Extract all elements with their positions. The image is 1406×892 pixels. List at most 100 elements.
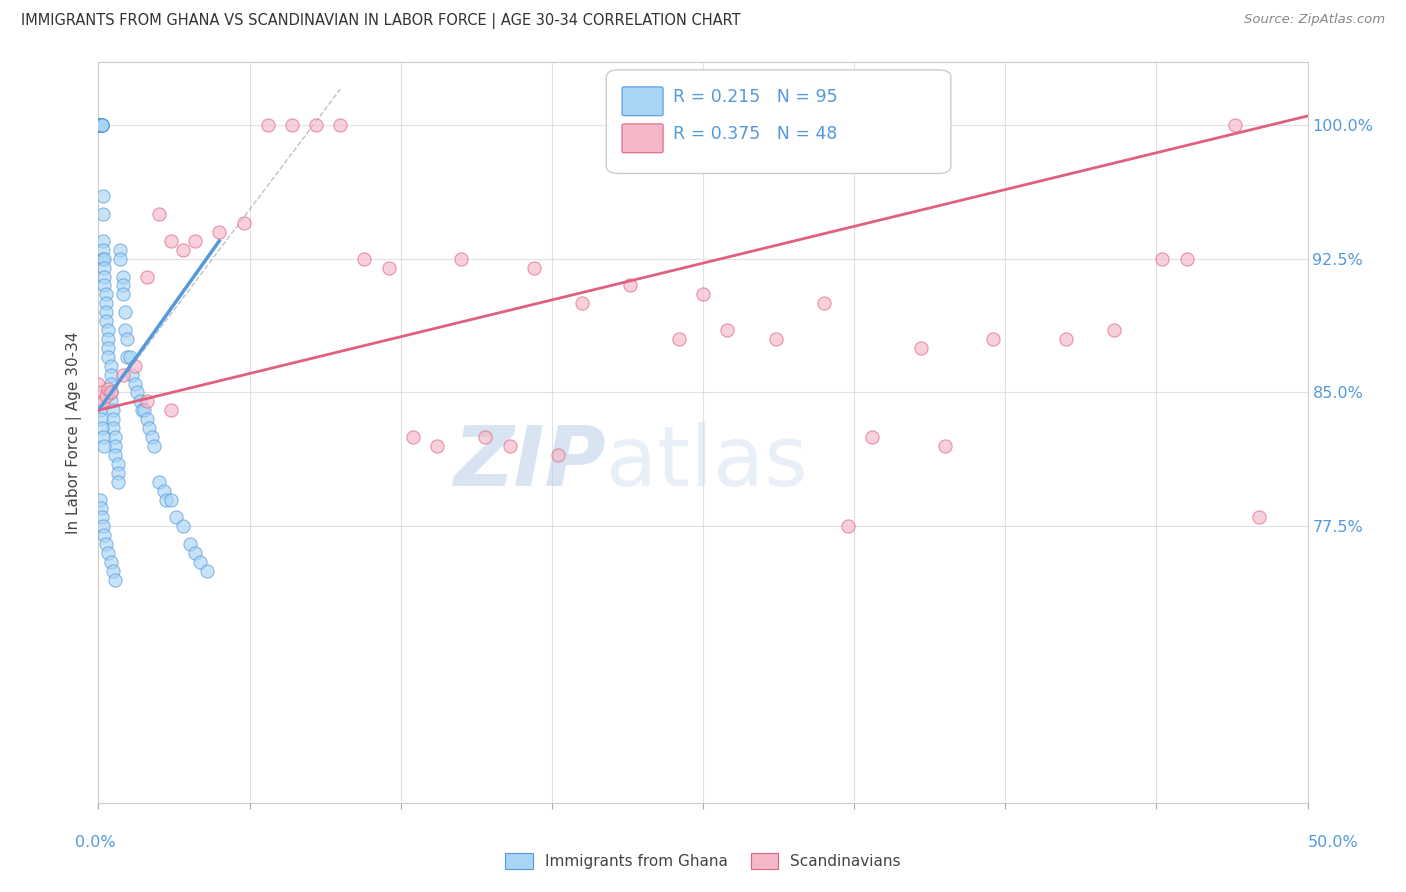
Point <box>89 492 111 507</box>
Point <box>860 430 883 444</box>
Point <box>90 118 112 132</box>
Point <box>89 118 111 132</box>
Point <box>108 243 131 257</box>
Y-axis label: In Labor Force | Age 30-34: In Labor Force | Age 30-34 <box>66 331 83 534</box>
Point <box>97 341 120 355</box>
Point <box>148 475 170 489</box>
Point <box>89 118 111 132</box>
Point <box>1249 510 1271 524</box>
Point <box>91 243 114 257</box>
Point <box>124 376 146 391</box>
Point <box>104 439 127 453</box>
Point <box>256 118 278 132</box>
Point <box>1223 118 1246 132</box>
Point <box>934 439 956 453</box>
Point <box>104 430 127 444</box>
Text: IMMIGRANTS FROM GHANA VS SCANDINAVIAN IN LABOR FORCE | AGE 30-34 CORRELATION CHA: IMMIGRANTS FROM GHANA VS SCANDINAVIAN IN… <box>21 13 741 29</box>
Point <box>1054 332 1077 346</box>
Point <box>91 234 114 248</box>
Point <box>111 368 134 382</box>
Point <box>111 269 134 284</box>
Point <box>134 403 156 417</box>
Point <box>765 332 787 346</box>
Text: R = 0.375   N = 48: R = 0.375 N = 48 <box>672 125 837 144</box>
Point <box>101 403 124 417</box>
Point <box>232 216 254 230</box>
Point <box>692 287 714 301</box>
Point <box>87 118 110 132</box>
Point <box>93 278 115 293</box>
Point <box>184 546 207 560</box>
Point <box>114 305 136 319</box>
Point <box>93 252 115 266</box>
Point <box>143 439 166 453</box>
Point <box>141 430 163 444</box>
Point <box>117 350 139 364</box>
Point <box>94 314 117 328</box>
Point <box>91 118 114 132</box>
Point <box>377 260 399 275</box>
Point <box>172 519 194 533</box>
Point <box>97 350 120 364</box>
Point <box>89 118 111 132</box>
Point <box>87 118 110 132</box>
Point <box>127 385 149 400</box>
Point <box>94 287 117 301</box>
Point <box>87 118 110 132</box>
Point <box>107 457 129 471</box>
Point <box>100 359 122 373</box>
Point <box>89 118 111 132</box>
Point <box>94 296 117 310</box>
Point <box>100 555 122 569</box>
Point <box>91 118 114 132</box>
Point <box>716 323 738 337</box>
Point <box>100 394 122 409</box>
Point <box>135 412 157 426</box>
Point <box>90 118 112 132</box>
Point <box>353 252 375 266</box>
Point <box>172 243 194 257</box>
Point <box>104 573 127 587</box>
Point <box>91 189 114 203</box>
Point <box>87 118 110 132</box>
Point <box>100 368 122 382</box>
Point <box>91 394 114 409</box>
Point <box>160 234 183 248</box>
Point <box>91 118 114 132</box>
Point <box>107 475 129 489</box>
Point <box>1175 252 1198 266</box>
Point <box>208 225 231 239</box>
Point <box>184 234 207 248</box>
Point <box>93 269 115 284</box>
Point <box>1102 323 1125 337</box>
Point <box>93 260 115 275</box>
Point <box>837 519 859 533</box>
FancyBboxPatch shape <box>621 124 664 153</box>
Text: 0.0%: 0.0% <box>76 836 115 850</box>
Point <box>91 519 114 533</box>
FancyBboxPatch shape <box>621 87 664 116</box>
Point <box>160 492 183 507</box>
Point <box>87 118 110 132</box>
Point <box>90 501 112 516</box>
Point <box>91 207 114 221</box>
Point <box>91 510 114 524</box>
Point <box>450 252 472 266</box>
Point <box>619 278 641 293</box>
Point <box>87 118 110 132</box>
Point <box>910 341 932 355</box>
Point <box>91 118 114 132</box>
Point <box>90 118 112 132</box>
Point <box>179 537 201 551</box>
Point <box>131 403 153 417</box>
Point <box>1152 252 1174 266</box>
Point <box>138 421 160 435</box>
Point <box>118 350 141 364</box>
Point <box>135 394 157 409</box>
Point <box>97 332 120 346</box>
Point <box>93 528 115 542</box>
Point <box>111 287 134 301</box>
Point <box>107 466 129 480</box>
Point <box>97 382 120 396</box>
Point <box>152 483 174 498</box>
